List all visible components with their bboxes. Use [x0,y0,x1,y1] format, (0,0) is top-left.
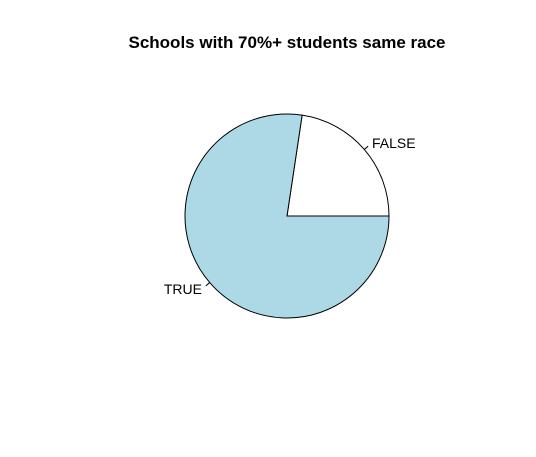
pie-slice-true [184,113,390,319]
pie-slices [184,113,390,319]
pie-labels: FALSE TRUE [164,135,416,297]
label-tick-false [363,145,369,150]
pie-slice-false [286,114,390,217]
label-tick-true [205,282,211,287]
slice-label-false: FALSE [372,135,416,151]
slice-label-true: TRUE [164,281,202,297]
chart-title: Schools with 70%+ students same race [129,33,446,52]
